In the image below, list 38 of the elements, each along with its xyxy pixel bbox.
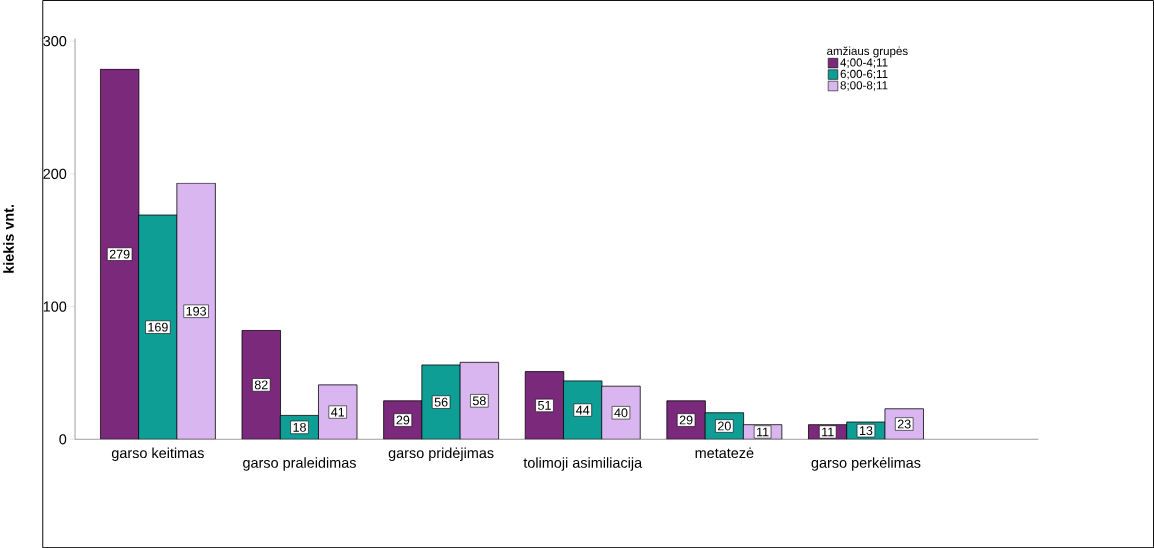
y-tick-label: 300	[43, 36, 67, 47]
legend-label: 8;00-8;11	[840, 81, 888, 91]
data-label: 11	[757, 427, 769, 437]
bar	[421, 364, 461, 440]
bar	[138, 214, 178, 440]
legend-label: 6;00-6;11	[840, 69, 888, 80]
x-tick-label: garso perkėlimas	[811, 457, 921, 471]
data-label: 51	[538, 401, 551, 410]
data-label: 193	[186, 306, 207, 316]
y-tick-label: 0	[59, 434, 67, 445]
x-tick-label: garso praleidimas	[243, 457, 356, 471]
data-label: 279	[109, 249, 130, 259]
data-label: 41	[331, 407, 345, 417]
bar	[524, 371, 565, 440]
data-label: 13	[859, 426, 873, 436]
y-tick-label: 100	[43, 301, 67, 312]
bar	[241, 330, 281, 440]
y-tick-label: 200	[43, 168, 67, 179]
data-label: 29	[396, 415, 410, 425]
x-tick-label: garso pridėjimas	[388, 447, 494, 461]
data-label: 40	[614, 408, 628, 418]
data-label: 11	[822, 427, 834, 437]
data-label: 44	[576, 405, 590, 415]
data-label: 56	[434, 397, 448, 407]
x-tick-label: garso keitimas	[111, 447, 204, 461]
bar	[99, 68, 140, 440]
x-tick-label: tolimoji asimiliacija	[523, 457, 643, 471]
y-axis-title: kiekis vnt.	[3, 204, 14, 273]
legend-label: 4;00-4;11	[840, 58, 888, 68]
data-label: 29	[679, 415, 693, 425]
data-label: 20	[718, 421, 731, 431]
legend-title: amžiaus grupės	[827, 46, 908, 58]
data-label: 58	[472, 396, 486, 406]
data-label: 18	[293, 422, 306, 432]
data-label: 82	[254, 380, 268, 390]
data-label: 169	[148, 322, 168, 332]
data-label: 23	[897, 419, 911, 429]
x-tick-label: metatezė	[695, 447, 754, 459]
